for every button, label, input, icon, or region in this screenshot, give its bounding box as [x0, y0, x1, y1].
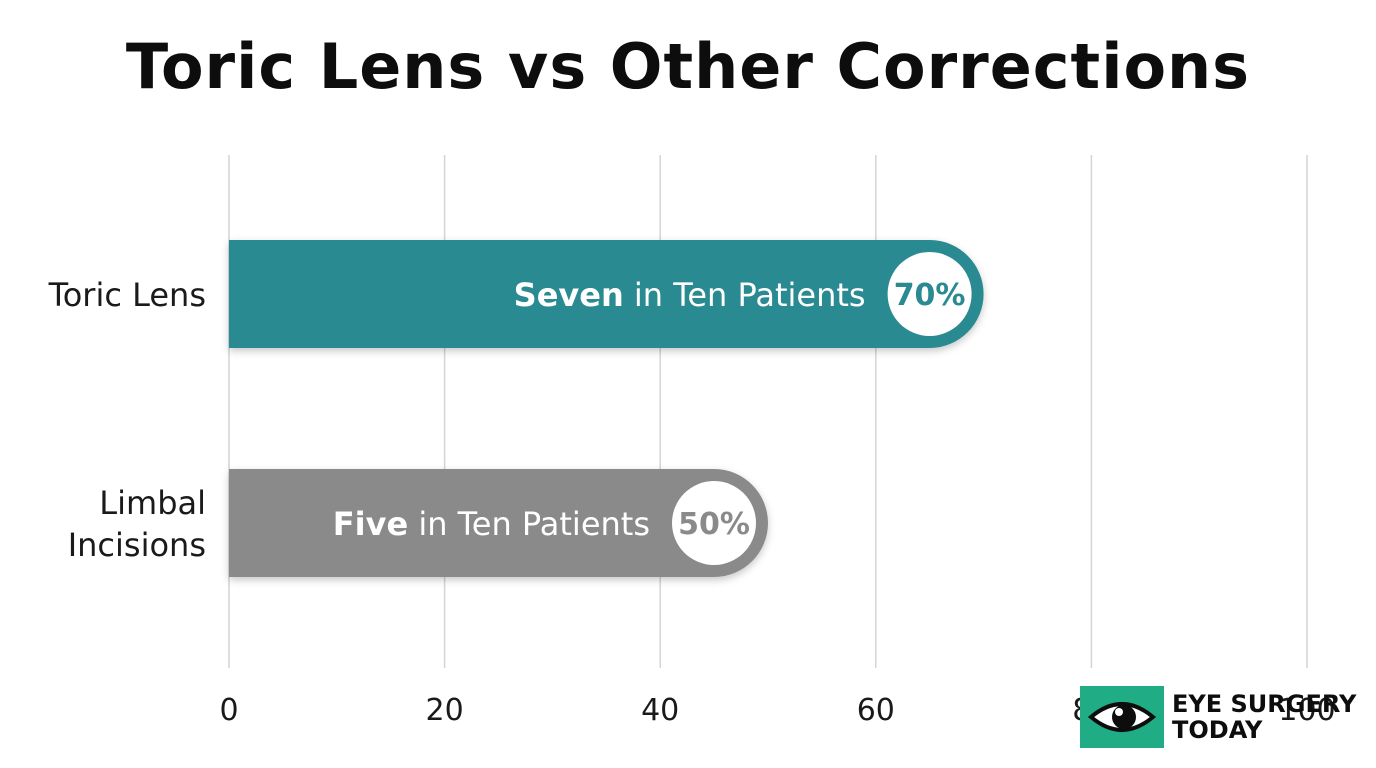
category-label-line: Incisions: [68, 526, 206, 564]
chart-title: Toric Lens vs Other Corrections: [125, 30, 1251, 103]
value-badge-label: 70%: [894, 278, 966, 313]
category-label: Toric Lens: [48, 276, 206, 314]
x-tick-label: 0: [219, 693, 238, 728]
category-label-line: Limbal: [99, 484, 206, 522]
eye-icon: [1080, 686, 1164, 748]
category-label: Limbal Incisions: [68, 484, 206, 564]
category-label-line: Toric Lens: [48, 276, 206, 314]
y-axis-categories: Toric Lens Limbal Incisions: [48, 276, 206, 564]
x-tick-label: 20: [426, 693, 464, 728]
value-badge: [672, 481, 756, 565]
value-badge-label: 50%: [678, 507, 750, 542]
bars: 70% Seven in Ten Patients 50% Five in Ten P…: [229, 240, 984, 577]
value-badge: [887, 252, 972, 336]
brand-logo: EYE SURGERY TODAY: [1080, 686, 1356, 748]
bar-label-emphasis: Five: [333, 505, 408, 543]
bar-label-rest: in Ten Patients: [624, 276, 866, 314]
bar: [229, 240, 984, 348]
bar-label: Seven in Ten Patients: [514, 276, 866, 314]
gridlines: [228, 155, 1308, 668]
logo-line-2: TODAY: [1172, 716, 1263, 744]
logo-text: EYE SURGERY TODAY: [1172, 691, 1356, 743]
bar-label: Five in Ten Patients: [333, 505, 650, 543]
bar-label-rest: in Ten Patients: [408, 505, 650, 543]
x-tick-label: 40: [641, 693, 679, 728]
x-tick-label: 100: [1278, 693, 1335, 728]
bar-label-emphasis: Seven: [514, 276, 624, 314]
x-tick-label: 60: [857, 693, 895, 728]
logo-line-1: EYE SURGERY: [1172, 690, 1357, 718]
bar: [229, 469, 768, 577]
